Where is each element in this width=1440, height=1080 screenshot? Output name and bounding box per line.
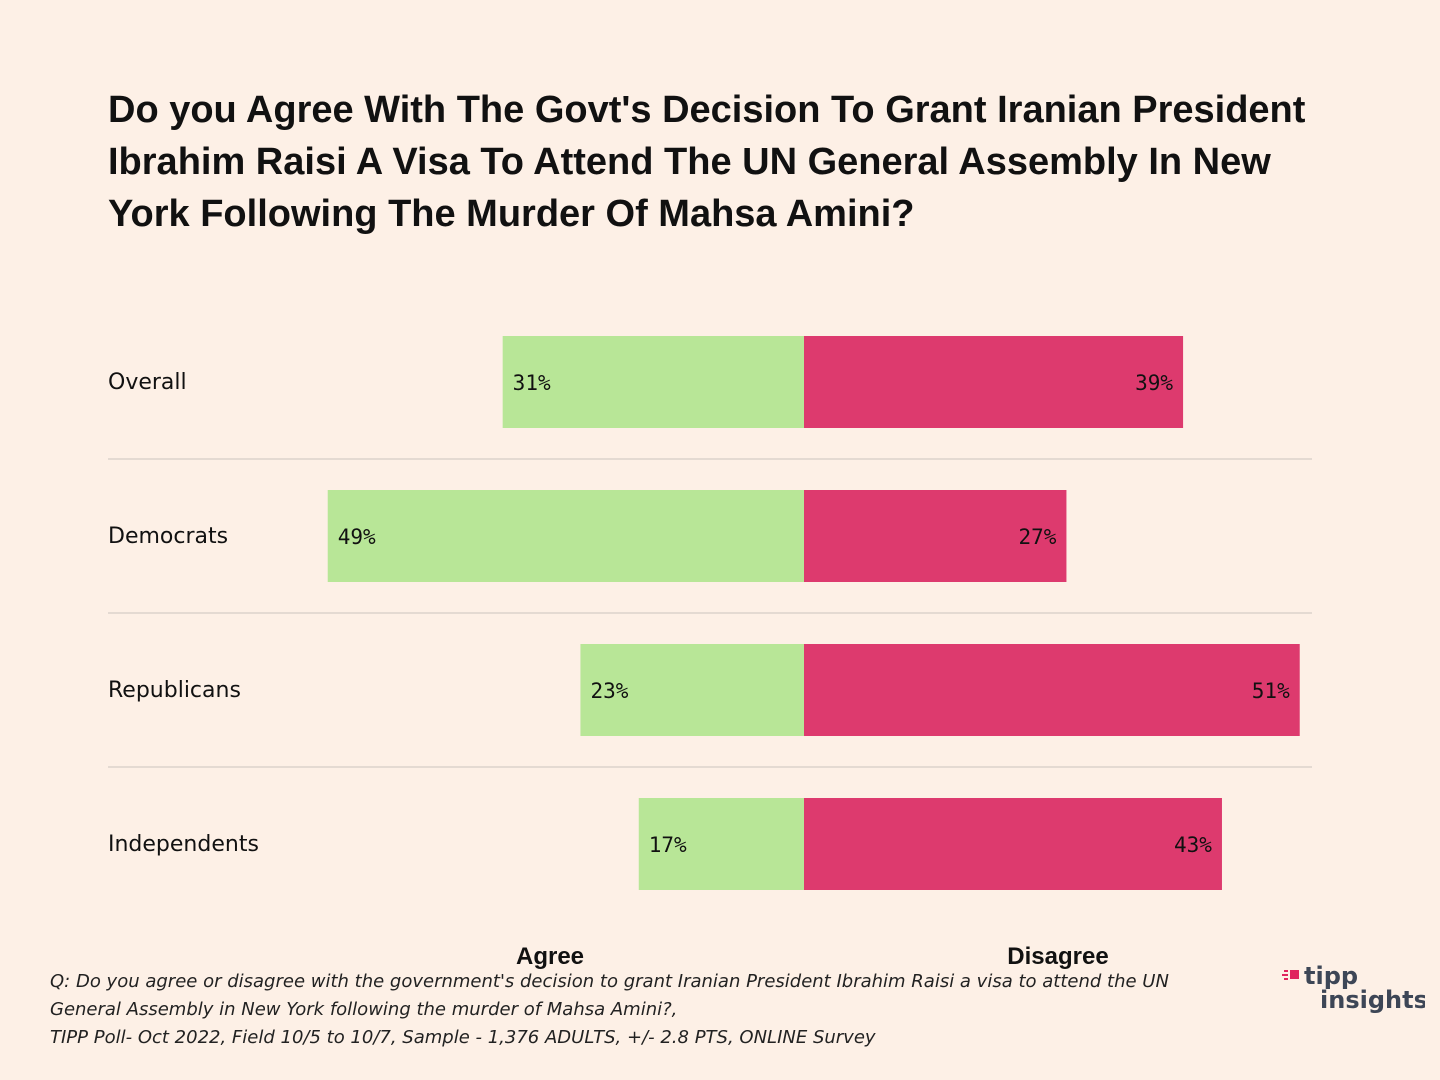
value-label-disagree-overall: 39% <box>1135 371 1173 395</box>
footnote-line-2: General Assembly in New York following t… <box>50 999 678 1020</box>
bars <box>327 336 1300 890</box>
category-label-democrats: Democrats <box>108 524 228 549</box>
footnote-line-3: TIPP Poll- Oct 2022, Field 10/5 to 10/7,… <box>50 1027 876 1048</box>
bar-agree-independents <box>638 798 804 890</box>
logo-text-tipp: tipp <box>1304 962 1358 990</box>
labels: Overall 31% 39% Democrats 49% 27% Republicans 2… <box>108 370 1290 857</box>
logo-text-insights: insights <box>1320 986 1425 1014</box>
footnote-line-1: Q: Do you agree or disagree with the gov… <box>50 971 1169 992</box>
bar-agree-democrats <box>327 490 804 582</box>
row-separators <box>108 458 1312 768</box>
bar-agree-republicans <box>580 644 804 736</box>
bar-disagree-overall <box>804 336 1184 428</box>
legend-disagree: Disagree <box>1007 943 1108 970</box>
tipp-insights-logo: tipp insights <box>1282 962 1425 1014</box>
category-label-independents: Independents <box>108 832 259 857</box>
bar-disagree-independents <box>804 798 1222 890</box>
value-label-disagree-independents: 43% <box>1174 833 1212 857</box>
chart-title: Do you Agree With The Govt's Decision To… <box>108 89 1306 235</box>
footnote: Q: Do you agree or disagree with the gov… <box>50 968 1200 1052</box>
value-label-disagree-democrats: 27% <box>1019 525 1057 549</box>
category-label-republicans: Republicans <box>108 678 241 703</box>
logo-mark-icon <box>1282 970 1299 980</box>
bar-disagree-republicans <box>804 644 1300 736</box>
bar-disagree-democrats <box>804 490 1067 582</box>
value-label-agree-overall: 31% <box>513 371 551 395</box>
value-label-agree-independents: 17% <box>649 833 687 857</box>
category-label-overall: Overall <box>108 370 187 395</box>
value-label-agree-republicans: 23% <box>590 679 628 703</box>
value-label-disagree-republicans: 51% <box>1252 679 1290 703</box>
bar-agree-overall <box>502 336 804 428</box>
value-label-agree-democrats: 49% <box>338 525 376 549</box>
legend-agree: Agree <box>516 943 584 970</box>
